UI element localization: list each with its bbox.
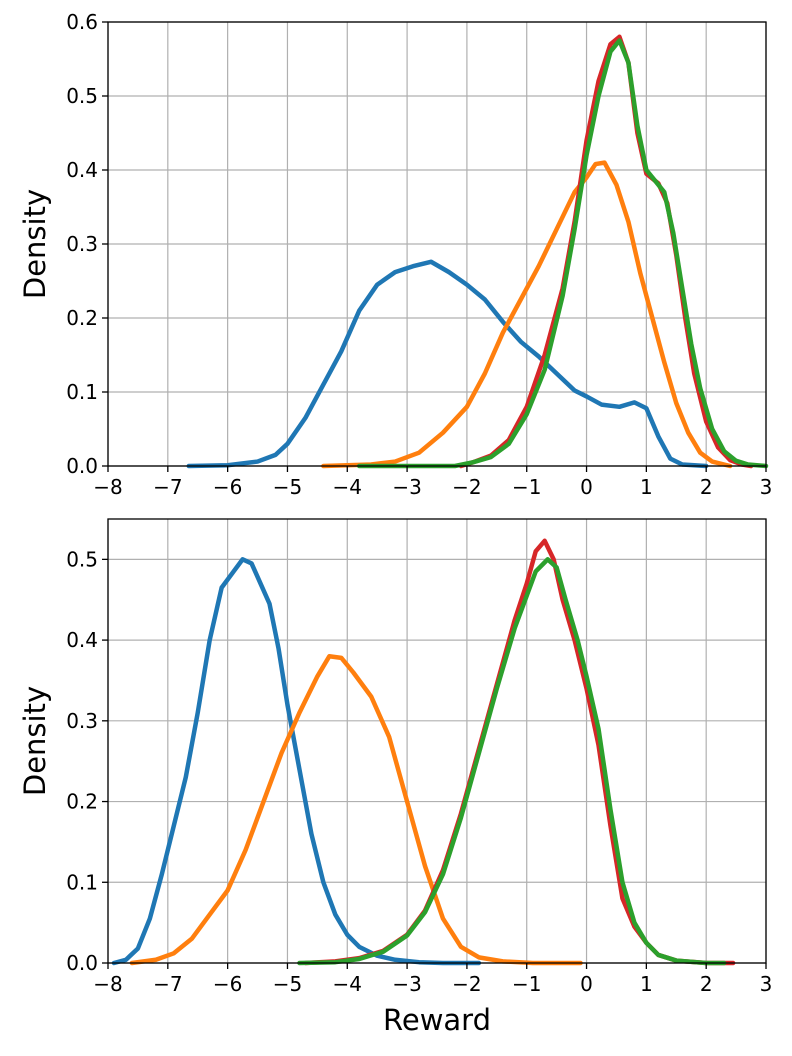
y-tick-label: 0.2 — [66, 790, 98, 814]
x-tick-label: 1 — [640, 972, 653, 996]
x-tick-label: −5 — [273, 475, 302, 499]
x-tick-label: −5 — [273, 972, 302, 996]
y-tick-label: 0.2 — [66, 306, 98, 330]
density-curve-2 — [458, 34, 754, 469]
x-tick-label: 3 — [760, 475, 773, 499]
x-tick-label: −7 — [153, 475, 182, 499]
y-tick-label: 0.4 — [66, 158, 98, 182]
x-tick-label: 2 — [700, 972, 713, 996]
y-tick-label: 0.5 — [66, 84, 98, 108]
y-tick-label: 0.0 — [66, 454, 98, 478]
x-tick-label: −2 — [452, 475, 481, 499]
x-tick-label: 0 — [580, 972, 593, 996]
x-tick-label: −3 — [392, 972, 421, 996]
x-tick-label: −7 — [153, 972, 182, 996]
x-axis-label: Reward — [383, 1003, 491, 1037]
density-plot-top: −8 −7 −6 −5 −4 −3 −2 −1 0 1 2 3 0.0 0.1 0.2 0.3 0.4 0.5 0.… — [18, 10, 772, 499]
x-tick-label: 3 — [760, 972, 773, 996]
x-tick-label: −3 — [392, 475, 421, 499]
density-curve-2 — [303, 538, 736, 966]
y-tick-label: 0.3 — [66, 232, 98, 256]
x-tick-label: −8 — [93, 972, 122, 996]
y-axis-label: Density — [18, 189, 52, 299]
density-curve-0 — [111, 557, 482, 966]
y-tick-label: 0.5 — [66, 547, 98, 571]
density-plot-bottom: −8 −7 −6 −5 −4 −3 −2 −1 0 1 2 3 0.0 0.1 0.2 0.3 0.4 0.5 De… — [18, 518, 773, 1037]
x-tick-label: −4 — [333, 972, 362, 996]
x-tick-label: −1 — [512, 475, 541, 499]
x-tick-label: −2 — [452, 972, 481, 996]
x-tick-label: −1 — [512, 972, 541, 996]
y-tick-label: 0.3 — [66, 709, 98, 733]
y-tick-label: 0.0 — [66, 951, 98, 975]
density-curve-1 — [321, 160, 733, 469]
x-tick-label: −6 — [213, 475, 242, 499]
density-curve-0 — [186, 259, 709, 469]
x-tick-label: 0 — [580, 475, 593, 499]
density-curve-1 — [129, 653, 583, 966]
plot-frame — [107, 518, 767, 964]
y-tick-label: 0.6 — [66, 10, 98, 34]
x-tick-label: −4 — [333, 475, 362, 499]
density-curve-3 — [297, 557, 727, 966]
y-tick-label: 0.1 — [66, 870, 98, 894]
y-axis-label: Density — [18, 686, 52, 796]
y-tick-label: 0.1 — [66, 380, 98, 404]
y-tick-label: 0.4 — [66, 628, 98, 652]
x-tick-label: −8 — [93, 475, 122, 499]
x-tick-label: 1 — [640, 475, 653, 499]
x-tick-label: −6 — [213, 972, 242, 996]
x-tick-label: 2 — [700, 475, 713, 499]
density-curve-3 — [356, 38, 769, 469]
